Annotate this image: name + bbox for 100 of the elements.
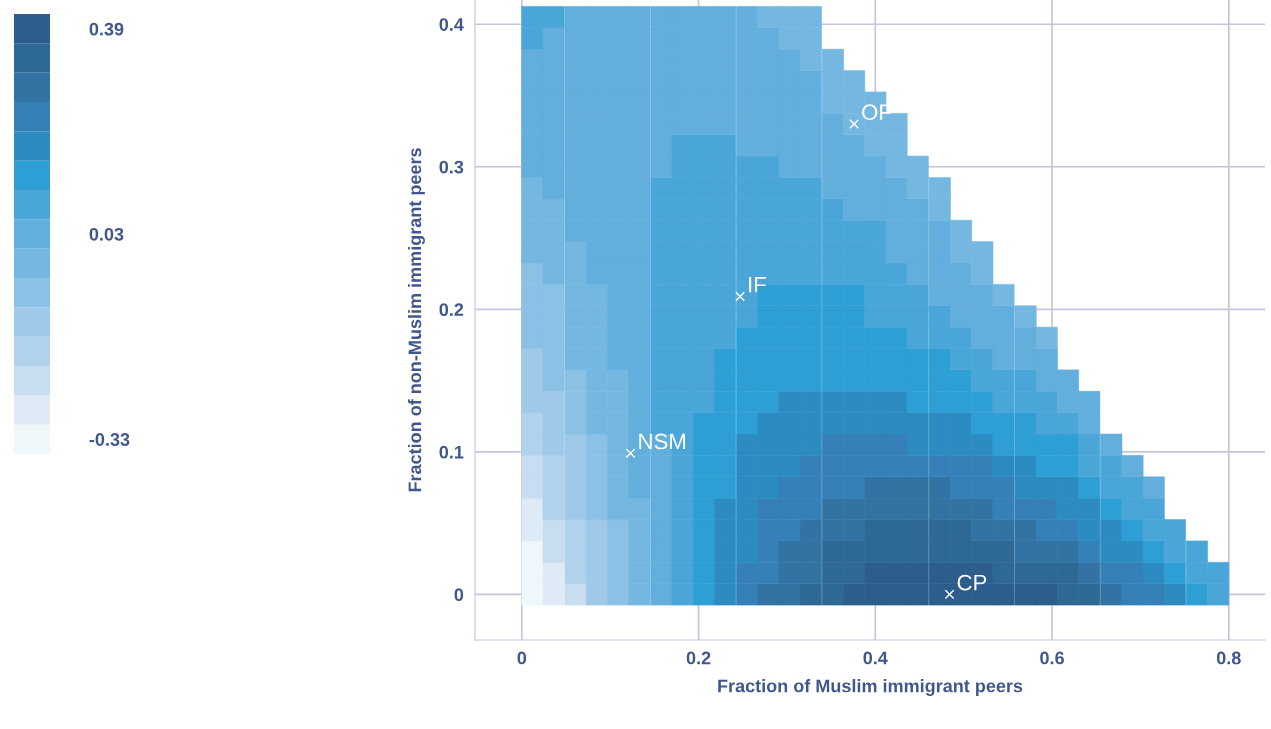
point [521,305,544,328]
point [692,113,715,135]
point [650,48,673,71]
point [714,262,737,285]
point [521,241,544,264]
point [628,497,651,520]
point [607,390,630,413]
point [542,326,565,349]
point [542,497,565,520]
point [864,369,887,392]
point [628,48,651,71]
point [885,177,908,200]
point [521,369,544,392]
y-tick-label: 0.4 [439,18,464,31]
point [542,241,565,264]
point [799,6,822,29]
point [950,390,973,413]
point [928,497,951,520]
point [906,369,929,392]
point [607,369,630,392]
point [542,219,565,242]
point [736,326,759,349]
point [799,262,822,285]
point [521,70,544,93]
point [799,369,822,392]
point [821,113,844,135]
point [585,540,608,563]
point [564,433,587,456]
point [950,540,973,563]
point [736,305,759,328]
point [736,433,759,456]
point [864,155,887,178]
point [950,497,973,520]
point [821,177,844,200]
point [757,433,780,456]
point [1014,519,1037,542]
point [778,369,801,392]
point [885,348,908,371]
point [650,155,673,178]
point [585,412,608,435]
point [928,583,951,606]
point [757,369,780,392]
point [906,412,929,435]
point [885,369,908,392]
point [821,91,844,114]
point [843,262,866,285]
point [843,369,866,392]
point [607,476,630,499]
point [607,562,630,584]
point [542,540,565,563]
point [950,433,973,456]
point [885,134,908,157]
point [885,583,908,606]
point [521,476,544,499]
point [928,433,951,456]
point [906,390,929,413]
point [564,27,587,50]
y-tick-label: 0.3 [439,160,464,174]
point [521,155,544,178]
point [906,155,929,178]
point [542,305,565,328]
point [650,70,673,93]
point [778,262,801,285]
point [864,455,887,478]
point [928,412,951,435]
point [864,583,887,606]
point [821,198,844,221]
point [843,326,866,349]
point [799,113,822,135]
point [885,262,908,285]
point [564,262,587,285]
point [521,455,544,478]
point [628,583,651,606]
point [864,540,887,563]
point [971,497,994,520]
point [928,348,951,371]
point [585,519,608,542]
point [906,433,929,456]
point [564,134,587,157]
point [736,48,759,71]
point [585,476,608,499]
point [906,583,929,606]
point [650,91,673,114]
point [906,305,929,328]
point [714,48,737,71]
x-tick-label: 0.8 [1216,651,1241,665]
point [628,519,651,542]
point [821,262,844,285]
point [564,390,587,413]
point [585,433,608,456]
point [821,48,844,71]
point [799,91,822,114]
point [757,134,780,157]
point [799,326,822,349]
annotation: CP [957,574,987,591]
point [864,241,887,264]
point [821,326,844,349]
point [521,562,544,584]
point [799,219,822,242]
point [928,390,951,413]
